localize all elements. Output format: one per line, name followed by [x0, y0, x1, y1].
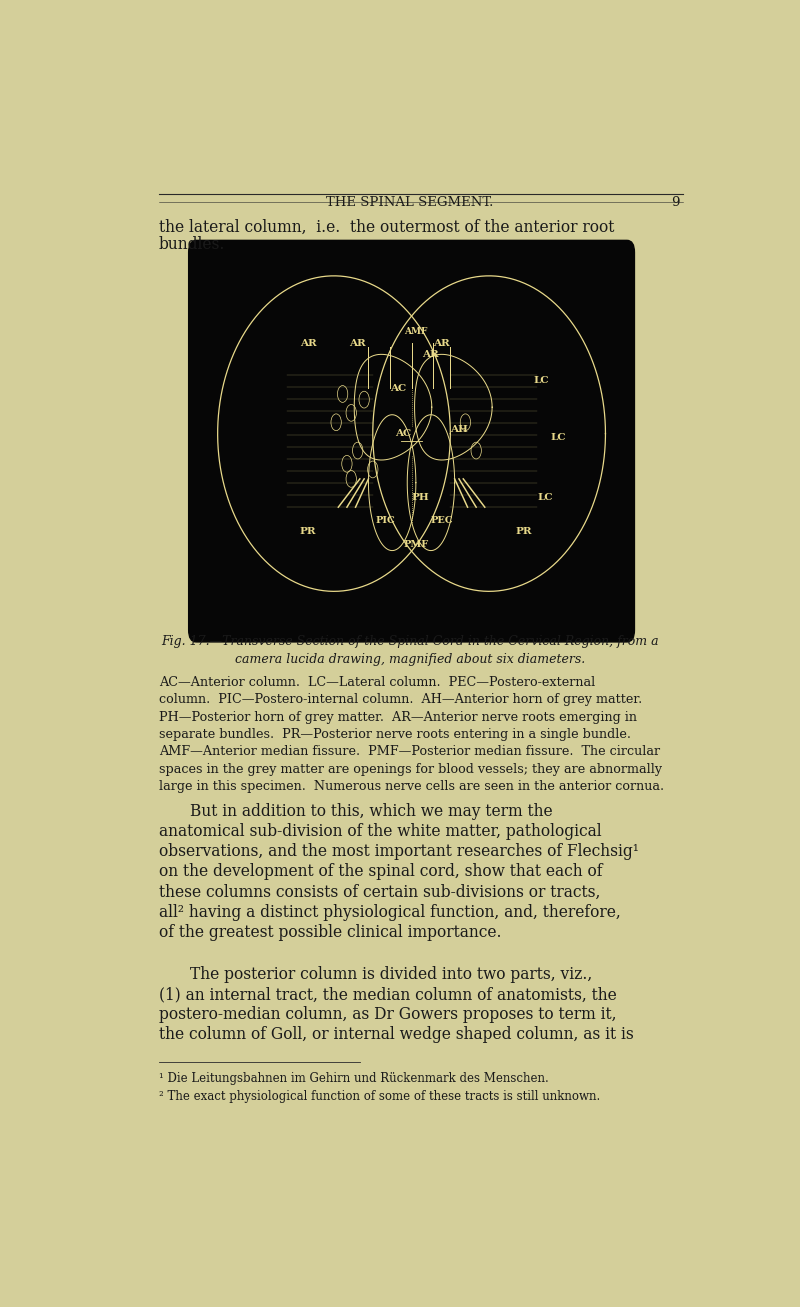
- Text: on the development of the spinal cord, show that each of: on the development of the spinal cord, s…: [159, 864, 602, 881]
- Text: anatomical sub-division of the white matter, pathological: anatomical sub-division of the white mat…: [159, 823, 602, 840]
- Text: LC: LC: [538, 493, 553, 502]
- Text: LC: LC: [533, 376, 549, 386]
- Text: PH—Posterior horn of grey matter.  AR—Anterior nerve roots emerging in: PH—Posterior horn of grey matter. AR—Ant…: [159, 711, 637, 724]
- Text: LC: LC: [550, 433, 566, 442]
- Text: Fig. 17.—Transverse Section of the Spinal Cord in the Cervical Region, from a: Fig. 17.—Transverse Section of the Spina…: [161, 635, 659, 648]
- Text: The posterior column is divided into two parts, viz.,: The posterior column is divided into two…: [190, 966, 592, 983]
- Text: all² having a distinct physiological function, and, therefore,: all² having a distinct physiological fun…: [159, 903, 621, 920]
- Text: AC—Anterior column.  LC—Lateral column.  PEC—Postero-external: AC—Anterior column. LC—Lateral column. P…: [159, 676, 595, 689]
- Text: ¹ Die Leitungsbahnen im Gehirn und Rückenmark des Menschen.: ¹ Die Leitungsbahnen im Gehirn und Rücke…: [159, 1072, 549, 1085]
- Text: PH: PH: [411, 493, 429, 502]
- Text: (1) an internal tract, the median column of anatomists, the: (1) an internal tract, the median column…: [159, 985, 617, 1002]
- Text: PR: PR: [515, 527, 532, 536]
- Text: AR: AR: [434, 339, 450, 348]
- Text: AC: AC: [395, 429, 411, 438]
- Text: ² The exact physiological function of some of these tracts is still unknown.: ² The exact physiological function of so…: [159, 1090, 600, 1103]
- Text: PR: PR: [300, 527, 317, 536]
- Text: But in addition to this, which we may term the: But in addition to this, which we may te…: [190, 802, 553, 819]
- Text: AR: AR: [300, 339, 317, 348]
- Text: of the greatest possible clinical importance.: of the greatest possible clinical import…: [159, 924, 502, 941]
- Text: PIC: PIC: [376, 516, 395, 525]
- Text: column.  PIC—Postero-internal column.  AH—Anterior horn of grey matter.: column. PIC—Postero-internal column. AH—…: [159, 694, 642, 707]
- Text: large in this specimen.  Numerous nerve cells are seen in the anterior cornua.: large in this specimen. Numerous nerve c…: [159, 780, 664, 793]
- Text: PMF: PMF: [403, 540, 429, 549]
- Text: the lateral column,  i.e.  the outermost of the anterior root: the lateral column, i.e. the outermost o…: [159, 220, 614, 237]
- Text: separate bundles.  PR—Posterior nerve roots entering in a single bundle.: separate bundles. PR—Posterior nerve roo…: [159, 728, 631, 741]
- Text: these columns consists of certain sub-divisions or tracts,: these columns consists of certain sub-di…: [159, 884, 600, 901]
- Text: spaces in the grey matter are openings for blood vessels; they are abnormally: spaces in the grey matter are openings f…: [159, 763, 662, 775]
- Text: THE SPINAL SEGMENT.: THE SPINAL SEGMENT.: [326, 196, 494, 209]
- Text: AH: AH: [450, 425, 468, 434]
- Text: 9: 9: [671, 196, 680, 209]
- Text: AR: AR: [350, 339, 366, 348]
- Text: AMF: AMF: [404, 327, 427, 336]
- Text: bundles.: bundles.: [159, 237, 226, 254]
- Text: AR: AR: [422, 350, 439, 359]
- Text: camera lucida drawing, magnified about six diameters.: camera lucida drawing, magnified about s…: [235, 654, 585, 667]
- Text: the column of Goll, or internal wedge shaped column, as it is: the column of Goll, or internal wedge sh…: [159, 1026, 634, 1043]
- Text: AMF—Anterior median fissure.  PMF—Posterior median fissure.  The circular: AMF—Anterior median fissure. PMF—Posteri…: [159, 745, 660, 758]
- Text: postero-median column, as Dr Gowers proposes to term it,: postero-median column, as Dr Gowers prop…: [159, 1006, 616, 1023]
- Text: PEC: PEC: [430, 516, 453, 525]
- Text: AC: AC: [390, 384, 406, 393]
- Text: observations, and the most important researches of Flechsig¹: observations, and the most important res…: [159, 843, 638, 860]
- FancyBboxPatch shape: [189, 240, 634, 642]
